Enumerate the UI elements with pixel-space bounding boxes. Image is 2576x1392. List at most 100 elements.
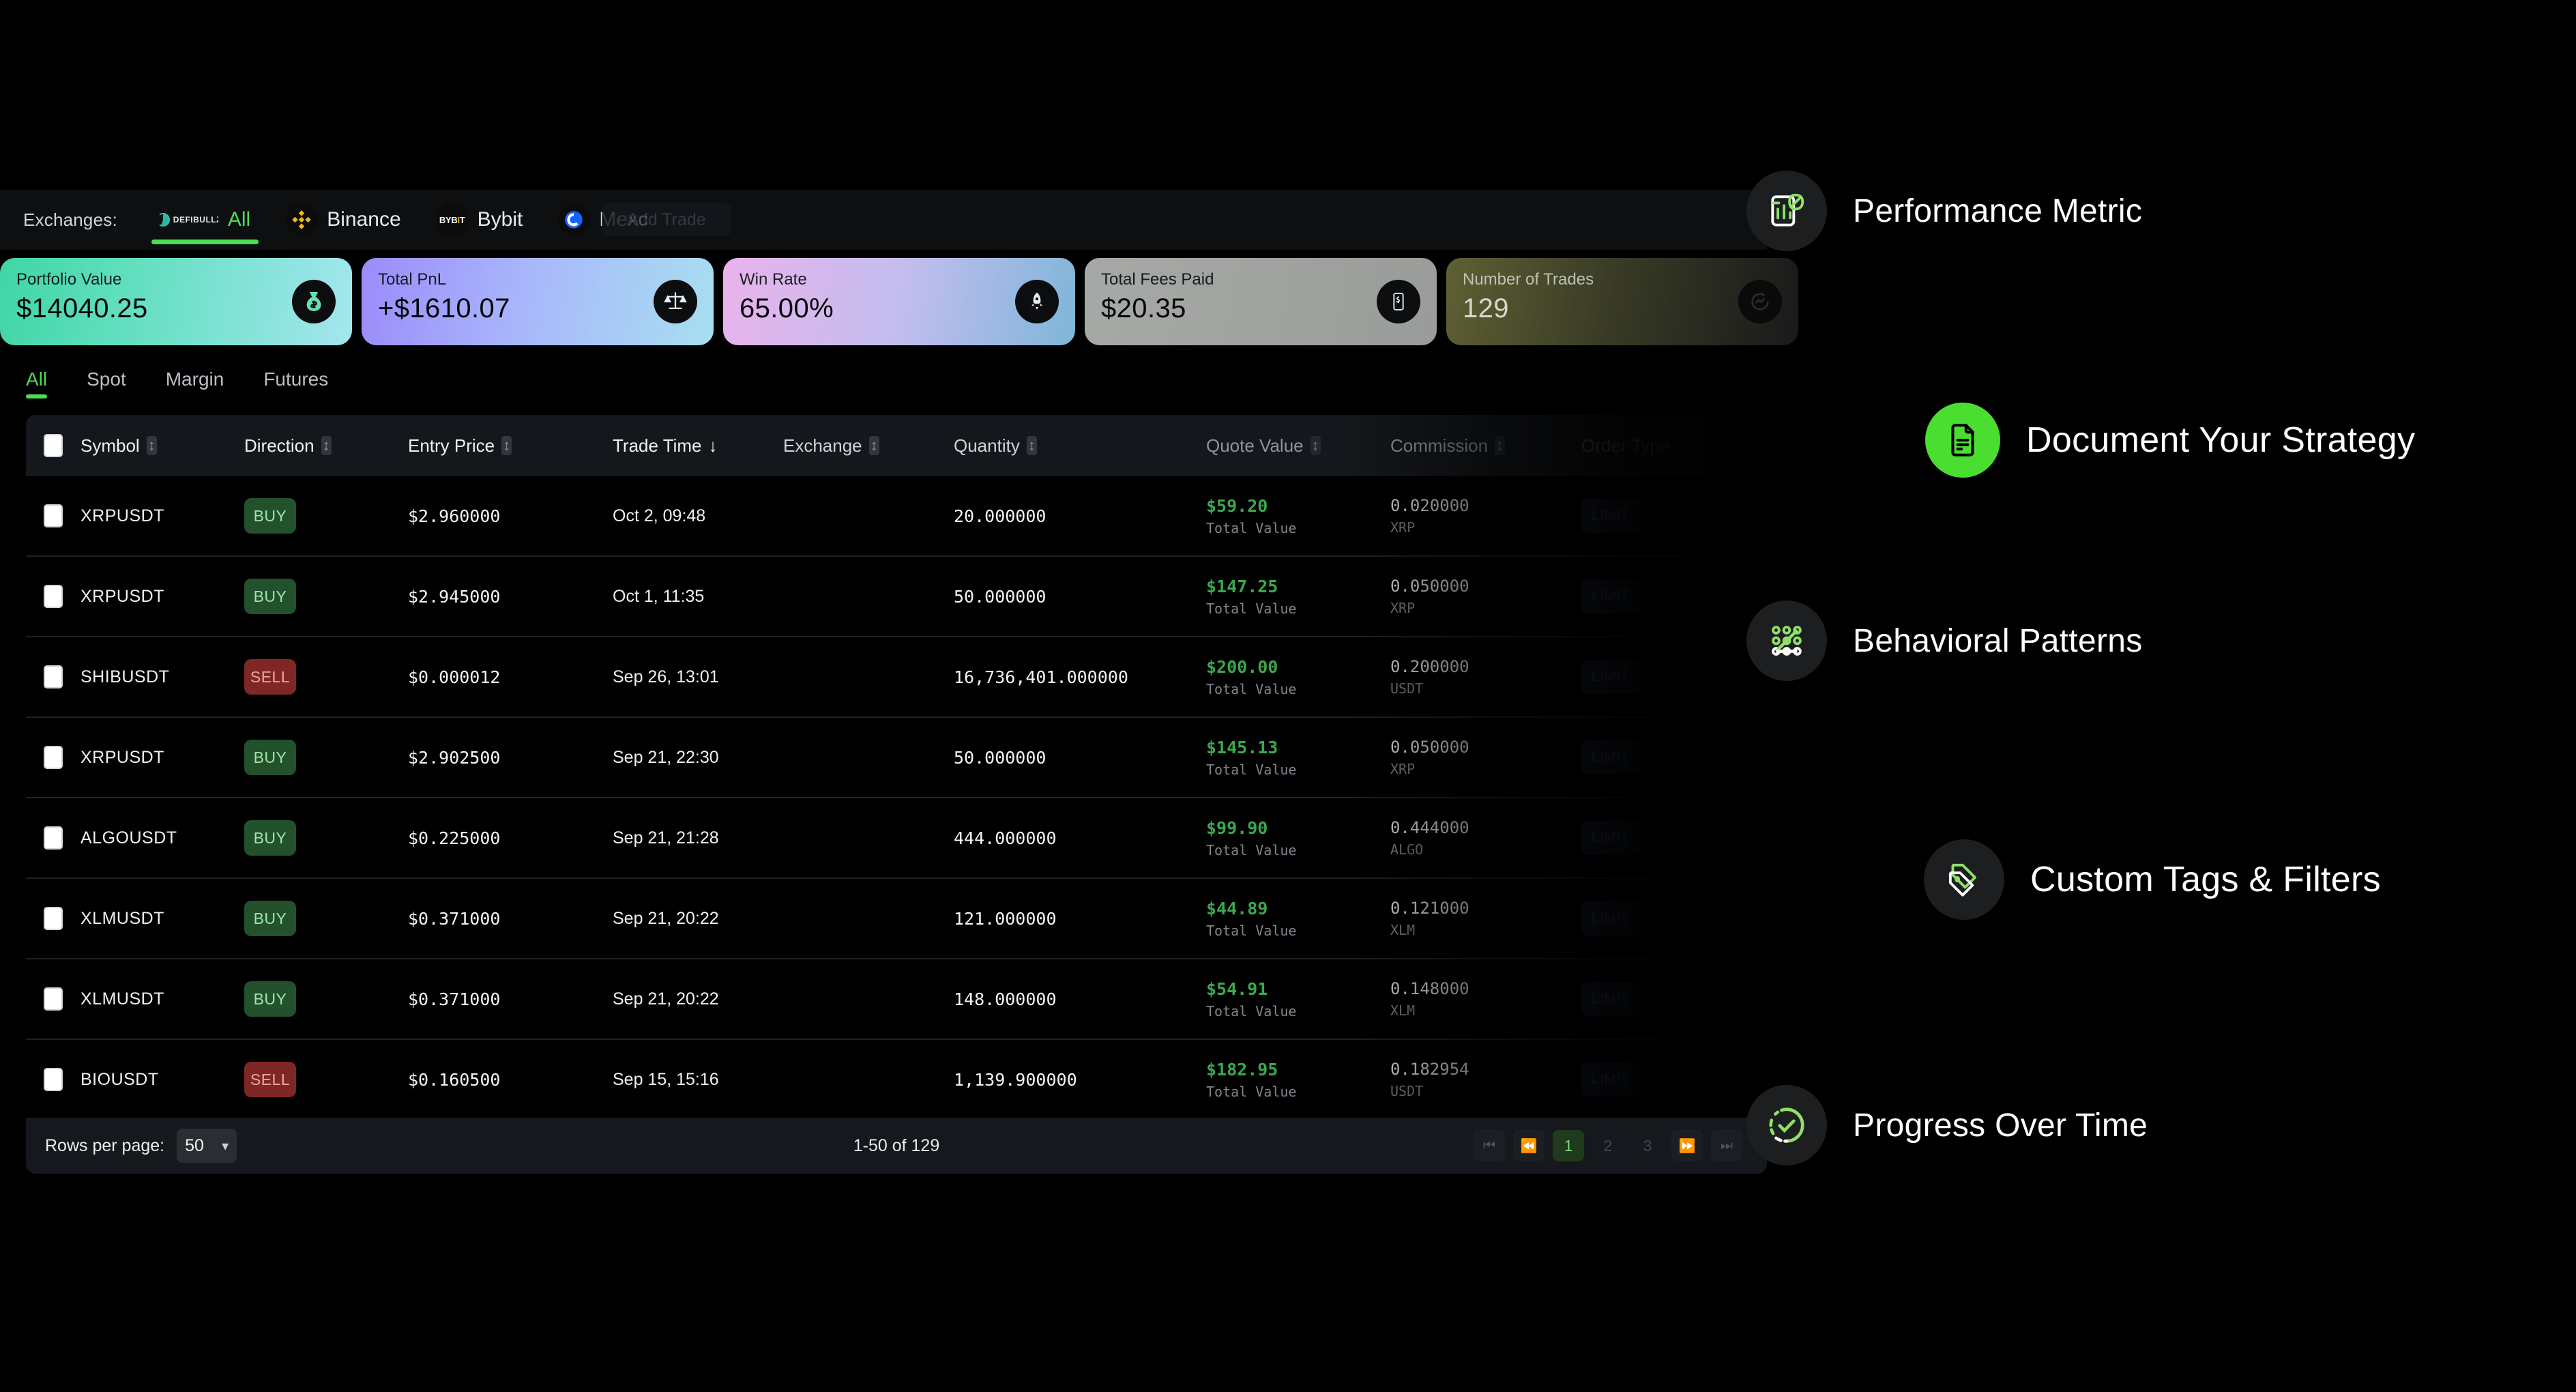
column-header-trade-time[interactable]: Trade Time ↓ [613, 435, 783, 456]
bar-chart-leaf-icon [1746, 171, 1827, 251]
page-1-button[interactable]: 1 [1553, 1130, 1584, 1161]
cell-quantity: 50.000000 [954, 747, 1046, 768]
sort-icon[interactable]: ↕ [1676, 436, 1687, 455]
stat-value: $20.35 [1101, 293, 1186, 323]
cell-quote-value: $200.00 [1206, 656, 1278, 677]
next-page-button[interactable]: ⏩ [1671, 1130, 1703, 1161]
last-page-button[interactable]: ⏭ [1711, 1130, 1742, 1161]
page-2-button[interactable]: 2 [1592, 1130, 1624, 1161]
table-row[interactable]: SHIBUSDT SELL $0.000012 Sep 26, 13:01 16,736… [26, 637, 1767, 718]
rows-per-page-value: 50 [185, 1135, 204, 1155]
row-checkbox[interactable] [26, 987, 80, 1011]
tab-margin[interactable]: Margin [165, 368, 224, 390]
cell-quantity: 148.000000 [954, 989, 1057, 1009]
first-page-button[interactable]: ⏮ [1474, 1130, 1505, 1161]
column-header-direction[interactable]: Direction ↕ [244, 435, 408, 456]
tab-futures[interactable]: Futures [263, 368, 329, 390]
sort-icon[interactable]: ↕ [868, 436, 879, 455]
cell-trade-time: Oct 2, 09:48 [613, 506, 706, 525]
column-header-quote-value[interactable]: Quote Value ↕ [1206, 435, 1390, 456]
feature-label: Document Your Strategy [2026, 420, 2416, 460]
feature-performance-metric: Performance Metric [1746, 171, 2142, 251]
cell-order-type: LIMIT [1581, 821, 1640, 855]
row-checkbox[interactable] [26, 504, 80, 527]
cell-direction-badge: SELL [244, 1062, 296, 1097]
table-row[interactable]: XRPUSDT BUY $2.960000 Oct 2, 09:48 20.000000… [26, 476, 1767, 557]
cell-quote-value: $54.91 [1206, 978, 1268, 999]
cell-quote-value: $147.25 [1206, 576, 1278, 596]
cell-commission: 0.121000 [1390, 899, 1469, 918]
sort-icon[interactable]: ↕ [1026, 436, 1037, 455]
cell-symbol: ALGOUSDT [80, 828, 177, 847]
exchange-tab-bybit[interactable]: BYBIT Bybit [419, 190, 541, 250]
column-header-symbol[interactable]: Symbol ↕ [80, 435, 244, 456]
table-row[interactable]: ALGOUSDT BUY $0.225000 Sep 21, 21:28 444.000… [26, 798, 1767, 879]
cell-quantity: 1,139.900000 [954, 1069, 1077, 1090]
document-icon [1925, 403, 2000, 478]
column-header-commission[interactable]: Commission ↕ [1390, 435, 1581, 456]
stat-card-win-rate: Win Rate 65.00% [723, 258, 1075, 345]
cell-trade-time: Sep 21, 21:28 [613, 828, 719, 847]
table-row[interactable]: XLMUSDT BUY $0.371000 Sep 21, 20:22 148.0000… [26, 959, 1767, 1040]
sort-desc-icon[interactable]: ↓ [708, 435, 718, 456]
cell-entry-price: $2.960000 [408, 506, 501, 526]
add-trade-button[interactable]: Add Trade [602, 203, 731, 236]
tab-spot[interactable]: Spot [87, 368, 126, 390]
rows-per-page-select[interactable]: 50 ▾ [177, 1129, 237, 1163]
feature-behavioral-patterns: Behavioral Patterns [1746, 600, 2143, 681]
table-row[interactable]: BIOUSDT SELL $0.160500 Sep 15, 15:16 1,139.9… [26, 1040, 1767, 1120]
row-checkbox[interactable] [26, 665, 80, 688]
column-header-order-type[interactable]: Order Type ↕ [1581, 435, 1766, 456]
pagination-buttons: ⏮ ⏪ 1 2 3 ⏩ ⏭ [1474, 1130, 1742, 1161]
exchange-tab-all[interactable]: DEFIBULLZ All [142, 190, 268, 250]
cell-entry-price: $0.371000 [408, 908, 501, 929]
rows-per-page-label: Rows per page: [45, 1135, 165, 1155]
table-row[interactable]: XRPUSDT BUY $2.902500 Sep 21, 22:30 50.00000… [26, 718, 1767, 798]
sort-icon[interactable]: ↕ [321, 436, 332, 455]
cell-trade-time: Sep 21, 20:22 [613, 908, 719, 928]
prev-page-button[interactable]: ⏪ [1513, 1130, 1545, 1161]
page-3-button[interactable]: 3 [1632, 1130, 1663, 1161]
column-label: Entry Price [408, 435, 495, 456]
cell-commission: 0.182954 [1390, 1060, 1469, 1079]
cell-entry-price: $0.000012 [408, 667, 501, 687]
exchange-toolbar: Exchanges: DEFIBULLZ All Binance [0, 190, 1767, 250]
stat-title: Portfolio Value [16, 270, 122, 289]
cell-quote-sublabel: Total Value [1206, 680, 1297, 697]
binance-icon [286, 204, 318, 235]
table-body: XRPUSDT BUY $2.960000 Oct 2, 09:48 20.000000… [26, 476, 1767, 1120]
pattern-nodes-icon [1746, 600, 1827, 681]
sort-icon[interactable]: ↕ [146, 436, 157, 455]
table-row[interactable]: XRPUSDT BUY $2.945000 Oct 1, 11:35 50.000000… [26, 557, 1767, 637]
select-all-checkbox[interactable] [26, 434, 80, 457]
exchange-tab-all-label: All [227, 208, 251, 231]
feature-custom-tags-filters: Custom Tags & Filters [1924, 839, 2381, 920]
money-bag-icon [292, 280, 336, 323]
sort-icon[interactable]: ↕ [501, 436, 512, 455]
exchange-tab-binance[interactable]: Binance [268, 190, 418, 250]
row-checkbox[interactable] [26, 746, 80, 769]
row-checkbox[interactable] [26, 1068, 80, 1091]
cell-direction-badge: BUY [244, 740, 296, 775]
cell-commission-asset: XRP [1390, 519, 1416, 536]
row-checkbox[interactable] [26, 907, 80, 930]
trades-table: Symbol ↕ Direction ↕ Entry Price ↕ Trade… [26, 415, 1767, 1120]
column-header-entry-price[interactable]: Entry Price ↕ [408, 435, 613, 456]
cell-commission: 0.148000 [1390, 979, 1469, 998]
row-checkbox[interactable] [26, 826, 80, 850]
sort-icon[interactable]: ↕ [1310, 436, 1321, 455]
cell-entry-price: $0.160500 [408, 1069, 501, 1090]
column-header-exchange[interactable]: Exchange ↕ [783, 435, 954, 456]
tab-all[interactable]: All [26, 368, 48, 398]
cell-commission-asset: XLM [1390, 922, 1416, 938]
column-label: Trade Time [613, 435, 702, 456]
row-checkbox[interactable] [26, 585, 80, 608]
cell-symbol: XRPUSDT [80, 506, 164, 525]
bybit-icon: BYBIT [436, 204, 468, 235]
stat-value: $14040.25 [16, 293, 148, 323]
progress-check-icon [1746, 1085, 1827, 1165]
table-row[interactable]: XLMUSDT BUY $0.371000 Sep 21, 20:22 121.0000… [26, 879, 1767, 959]
column-header-quantity[interactable]: Quantity ↕ [954, 435, 1206, 456]
sort-icon[interactable]: ↕ [1495, 436, 1506, 455]
